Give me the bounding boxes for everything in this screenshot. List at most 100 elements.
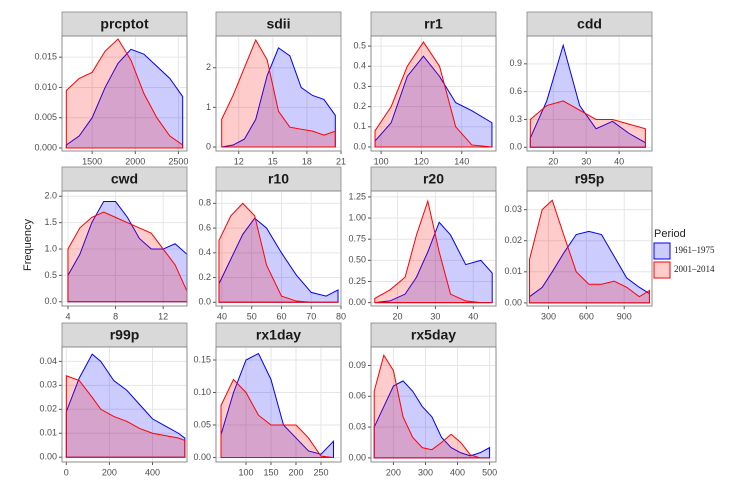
strip [61, 322, 188, 348]
y-tick-label: 0.75 [348, 234, 366, 244]
x-tick-label: 8 [113, 311, 118, 321]
strip [370, 322, 497, 348]
x-tick-label: 21 [336, 156, 346, 166]
x-tick-label: 40 [614, 156, 624, 166]
legend-label: 2001–2014 [674, 264, 715, 274]
x-tick-label: 1500 [82, 156, 102, 166]
x-tick-label: 250 [313, 467, 328, 477]
panel-border [526, 190, 653, 307]
x-tick-label: 400 [450, 467, 465, 477]
x-tick-label: 140 [454, 156, 469, 166]
density-area [373, 353, 490, 459]
x-tick-label: 30 [430, 311, 440, 321]
density-area [374, 199, 493, 304]
y-tick-label: 1.0 [44, 243, 57, 253]
x-tick-label: 60 [276, 311, 286, 321]
strip [370, 11, 497, 37]
x-tick-label: 100 [374, 156, 389, 166]
x-tick-label: 400 [145, 467, 160, 477]
plot-panel [526, 190, 653, 307]
x-tick-label: 12 [234, 156, 244, 166]
density-area [65, 48, 184, 149]
x-tick-label: 120 [414, 156, 429, 166]
x-tick-label: 150 [263, 467, 278, 477]
y-tick-label: 0.03 [504, 204, 522, 214]
y-tick-label: 2.0 [44, 191, 57, 201]
panel-border [61, 346, 188, 463]
y-tick-label: 0.04 [39, 356, 57, 366]
density-area [529, 199, 650, 304]
x-tick-label: 20 [393, 311, 403, 321]
y-tick-label: 2 [206, 62, 211, 72]
y-tick-label: 0.10 [193, 387, 211, 397]
density-area [218, 217, 339, 303]
y-tick-label: 1.25 [348, 191, 366, 201]
y-tick-label: 0.02 [39, 404, 57, 414]
x-tick-label: 80 [336, 311, 346, 321]
y-tick-label: 0 [206, 141, 211, 151]
panel-title: cdd [577, 16, 602, 32]
panel-title: r99p [110, 327, 140, 343]
legend-key [653, 242, 671, 260]
density-area [529, 100, 646, 148]
y-tick-label: 0.00 [348, 297, 366, 307]
plot-panel [370, 35, 497, 152]
y-tick-label: 0.2 [198, 272, 211, 282]
legend-key [653, 261, 671, 279]
y-tick-label: 0.5 [353, 40, 366, 50]
density-area [218, 202, 339, 303]
y-tick-label: 0.005 [34, 112, 57, 122]
y-tick-label: 0.0 [198, 297, 211, 307]
y-tick-label: 0.03 [39, 380, 57, 390]
y-tick-label: 0.000 [34, 142, 57, 152]
y-tick-label: 0.15 [193, 354, 211, 364]
panel-title: rr1 [424, 16, 443, 32]
y-tick-label: 0.06 [348, 391, 366, 401]
x-tick-label: 200 [386, 467, 401, 477]
x-tick-label: 200 [102, 467, 117, 477]
x-tick-label: 300 [418, 467, 433, 477]
plot-panel [215, 346, 342, 463]
y-tick-label: 0.5 [44, 270, 57, 280]
y-tick-label: 0.00 [39, 452, 57, 462]
panel-border [370, 346, 497, 463]
y-tick-label: 0.01 [504, 266, 522, 276]
density-area [374, 55, 493, 148]
panel-title: rx5day [411, 327, 456, 343]
y-tick-label: 0.01 [39, 428, 57, 438]
y-tick-label: 0.1 [353, 121, 366, 131]
density-area [65, 38, 184, 149]
density-area [374, 221, 493, 304]
panel-border [215, 35, 342, 152]
panel-border [215, 346, 342, 463]
panel-border [61, 190, 188, 307]
y-tick-label: 0.3 [353, 81, 366, 91]
y-tick-label: 0.010 [34, 82, 57, 92]
panel-border [370, 190, 497, 307]
panel-border [215, 190, 342, 307]
plot-panel [370, 346, 497, 463]
plot-panel [61, 35, 188, 152]
y-tick-label: 0.50 [348, 255, 366, 265]
x-tick-label: 900 [617, 311, 632, 321]
x-tick-label: 300 [541, 311, 556, 321]
panel-title: r10 [268, 171, 289, 187]
density-area [65, 375, 186, 458]
x-tick-label: 0 [64, 467, 69, 477]
x-tick-label: 40 [468, 311, 478, 321]
legend-title: Period [654, 228, 686, 240]
density-area [529, 230, 650, 304]
panel-border [526, 35, 653, 152]
y-tick-label: 0.6 [509, 86, 522, 96]
x-tick-label: 40 [217, 311, 227, 321]
strip [526, 11, 653, 37]
density-area [67, 201, 188, 303]
density-area [374, 41, 493, 148]
x-tick-label: 50 [247, 311, 257, 321]
strip [215, 11, 342, 37]
x-tick-label: 12 [158, 311, 168, 321]
plot-panel [215, 35, 342, 152]
panel-title: r20 [423, 171, 444, 187]
y-tick-label: 0.05 [193, 419, 211, 429]
